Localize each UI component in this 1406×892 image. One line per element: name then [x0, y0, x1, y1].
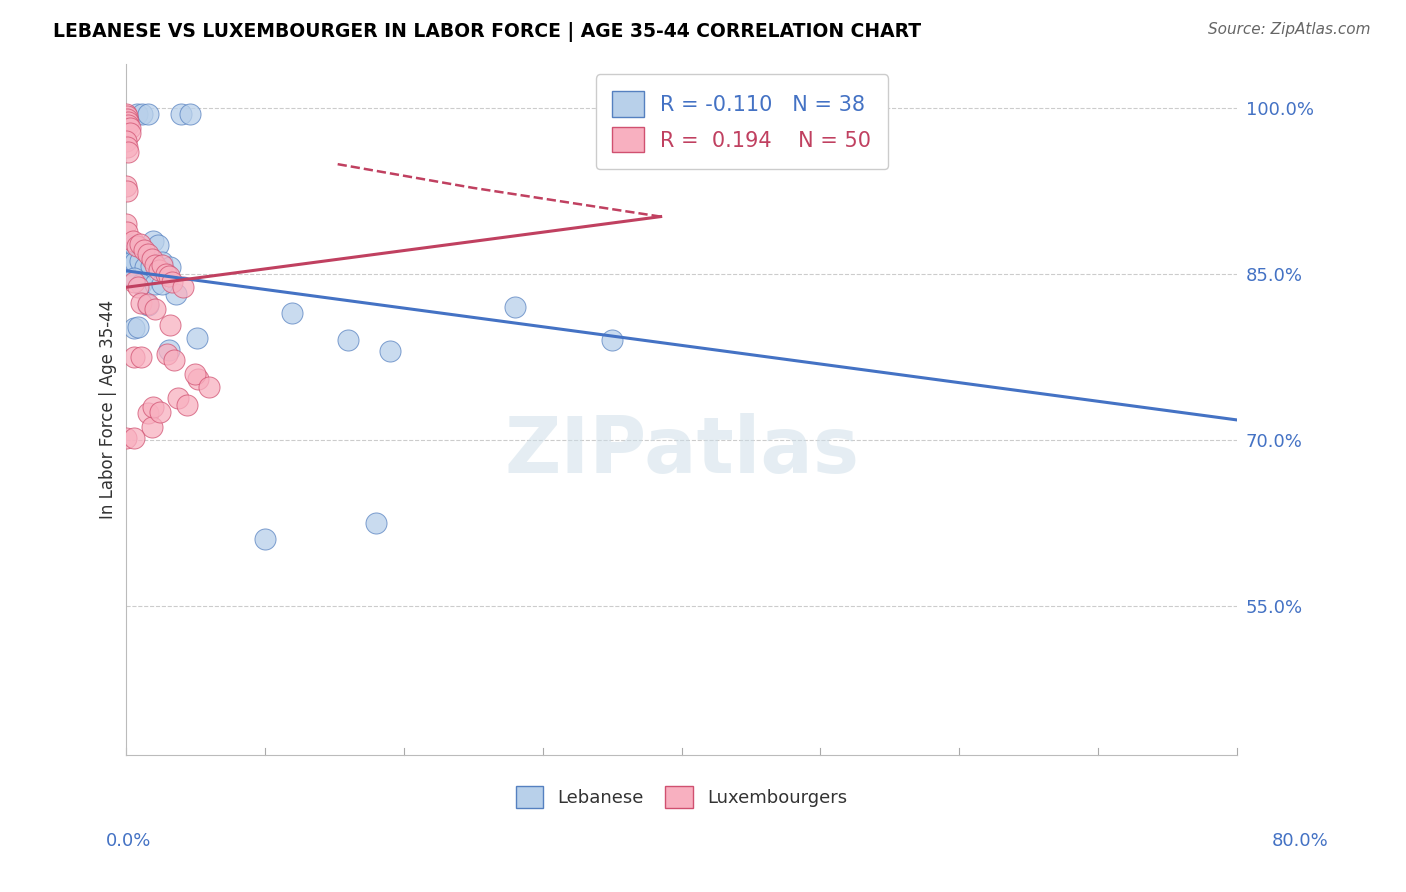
Point	[139, 260, 162, 274]
Point	[122, 275, 145, 289]
Point	[159, 318, 181, 332]
Point	[141, 252, 163, 266]
Point	[184, 367, 207, 381]
Point	[114, 135, 136, 149]
Point	[118, 126, 141, 140]
Point	[179, 107, 201, 121]
Point	[121, 234, 143, 248]
Point	[115, 112, 138, 127]
Point	[149, 405, 172, 419]
Point	[114, 217, 136, 231]
Point	[186, 331, 208, 345]
Point	[167, 391, 190, 405]
Point	[117, 247, 139, 261]
Point	[136, 406, 159, 420]
Point	[142, 234, 165, 248]
Point	[150, 277, 173, 291]
Point	[157, 343, 180, 358]
Point	[170, 107, 193, 121]
Point	[143, 258, 166, 272]
Text: ZIPatlas: ZIPatlas	[503, 413, 859, 489]
Point	[136, 107, 159, 121]
Point	[503, 300, 526, 314]
Point	[364, 516, 387, 530]
Point	[125, 239, 148, 253]
Point	[176, 397, 198, 411]
Point	[115, 184, 138, 198]
Point	[122, 271, 145, 285]
Point	[136, 298, 159, 312]
Point	[148, 262, 170, 277]
Point	[134, 260, 156, 275]
Point	[114, 178, 136, 193]
Point	[114, 431, 136, 445]
Point	[125, 107, 148, 121]
Point	[142, 400, 165, 414]
Text: Source: ZipAtlas.com: Source: ZipAtlas.com	[1208, 22, 1371, 37]
Point	[187, 372, 209, 386]
Point	[136, 297, 159, 311]
Point	[122, 321, 145, 335]
Point	[118, 243, 141, 257]
Point	[143, 302, 166, 317]
Point	[143, 277, 166, 291]
Point	[600, 334, 623, 348]
Point	[129, 295, 152, 310]
Text: 80.0%: 80.0%	[1272, 831, 1329, 849]
Point	[131, 107, 153, 121]
Point	[115, 140, 138, 154]
Point	[129, 350, 152, 364]
Point	[163, 353, 186, 368]
Point	[115, 239, 138, 253]
Point	[150, 255, 173, 269]
Point	[253, 533, 276, 547]
Point	[122, 238, 145, 252]
Point	[128, 237, 150, 252]
Point	[124, 255, 146, 269]
Point	[127, 280, 149, 294]
Point	[136, 247, 159, 261]
Point	[198, 380, 221, 394]
Point	[157, 269, 180, 284]
Point	[281, 306, 304, 320]
Point	[141, 419, 163, 434]
Point	[156, 346, 179, 360]
Point	[127, 320, 149, 334]
Point	[172, 280, 194, 294]
Point	[160, 275, 183, 289]
Text: LEBANESE VS LUXEMBOURGER IN LABOR FORCE | AGE 35-44 CORRELATION CHART: LEBANESE VS LUXEMBOURGER IN LABOR FORCE …	[53, 22, 921, 42]
Text: 0.0%: 0.0%	[105, 831, 150, 849]
Point	[165, 287, 187, 301]
Point	[122, 350, 145, 364]
Y-axis label: In Labor Force | Age 35-44: In Labor Force | Age 35-44	[100, 300, 117, 519]
Point	[115, 109, 138, 123]
Point	[155, 266, 177, 280]
Point	[378, 344, 401, 359]
Point	[122, 431, 145, 445]
Point	[117, 114, 139, 128]
Point	[129, 277, 152, 291]
Point	[114, 244, 136, 259]
Point	[115, 225, 138, 239]
Point	[120, 258, 142, 272]
Point	[337, 334, 360, 348]
Point	[132, 243, 155, 257]
Point	[121, 253, 143, 268]
Point	[155, 267, 177, 281]
Point	[146, 238, 169, 252]
Point	[114, 107, 136, 121]
Point	[128, 253, 150, 268]
Legend: Lebanese, Luxembourgers: Lebanese, Luxembourgers	[509, 779, 855, 815]
Point	[159, 260, 181, 275]
Point	[117, 145, 139, 160]
Point	[117, 118, 139, 132]
Point	[118, 121, 141, 136]
Point	[150, 258, 173, 272]
